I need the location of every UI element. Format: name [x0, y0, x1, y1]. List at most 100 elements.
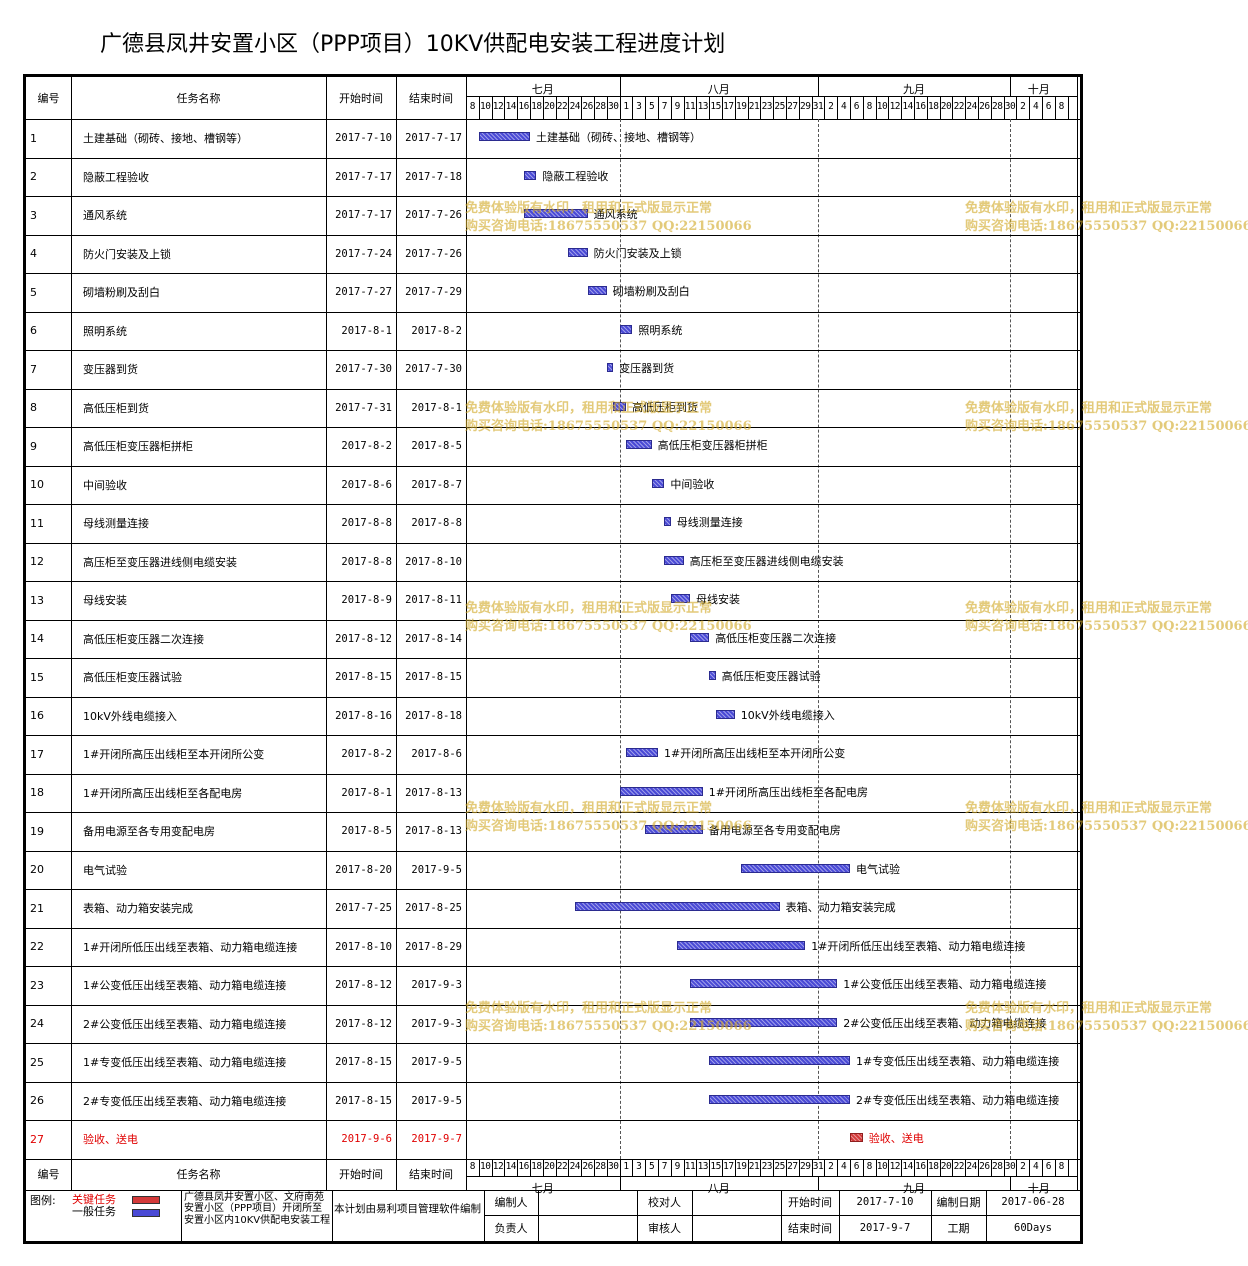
task-bar[interactable] — [690, 1017, 838, 1027]
task-id: 26 — [30, 1094, 44, 1108]
task-bar[interactable] — [587, 286, 607, 296]
header-day-tick: 14 — [505, 101, 517, 112]
footer-day-tick: 2 — [1020, 1160, 1026, 1172]
grid-line — [478, 1158, 480, 1176]
task-bar-label: 高低压柜到货 — [632, 400, 698, 414]
task-bar[interactable] — [574, 902, 780, 912]
task-bar[interactable] — [664, 517, 671, 527]
task-bar-label: 10kV外线电缆接入 — [740, 708, 835, 722]
task-bar[interactable] — [670, 594, 690, 604]
grid-line — [747, 97, 749, 119]
task-id: 14 — [30, 632, 44, 646]
footer-day-tick: 18 — [531, 1160, 542, 1172]
header-day-tick: 14 — [902, 101, 913, 112]
grid-line — [581, 97, 583, 119]
task-end-date: 2017-9-7 — [411, 1133, 462, 1146]
task-bar-label: 隐蔽工程验收 — [542, 169, 609, 183]
grid-line — [837, 97, 839, 119]
grid-line — [734, 97, 736, 119]
grid-line — [606, 1158, 608, 1176]
task-start-date: 2017-8-1 — [341, 324, 392, 337]
grid-line — [332, 1189, 333, 1241]
task-end-date: 2017-8-14 — [405, 632, 462, 645]
grid-line — [773, 97, 775, 119]
task-bar[interactable] — [645, 825, 703, 835]
grid-line — [888, 1158, 890, 1176]
grid-line — [824, 1158, 826, 1176]
task-bar[interactable] — [664, 555, 684, 565]
task-bar[interactable] — [619, 786, 703, 796]
critical-task-bar[interactable] — [850, 1133, 863, 1143]
footer-day-tick: 5 — [648, 1160, 655, 1172]
task-bar-label: 1#公变低压出线至表箱、动力箱电缆连接 — [843, 978, 1047, 992]
task-start-date: 2017-7-31 — [335, 401, 392, 414]
header-day-tick: 24 — [966, 101, 977, 112]
footer-day-tick: 4 — [1032, 1160, 1039, 1172]
task-bar[interactable] — [619, 324, 633, 334]
grid-line — [978, 1158, 979, 1176]
grid-line — [786, 1158, 787, 1176]
task-id: 7 — [30, 362, 37, 376]
task-start-date: 2017-8-10 — [335, 940, 392, 953]
task-start-date: 2017-8-12 — [335, 979, 392, 992]
grid-line — [734, 1158, 736, 1176]
grid-line — [875, 1158, 877, 1176]
task-bar[interactable] — [626, 748, 658, 758]
grid-line — [26, 619, 1081, 621]
task-bar[interactable] — [709, 1056, 850, 1066]
task-bar[interactable] — [741, 863, 850, 873]
grid-line — [901, 1158, 903, 1176]
task-bar[interactable] — [690, 979, 838, 989]
header-day-tick: 16 — [518, 101, 529, 112]
header-day-tick: 21 — [748, 101, 760, 112]
header-day-tick: 12 — [889, 101, 901, 112]
task-bar[interactable] — [523, 209, 588, 219]
footer-day-tick: 10 — [479, 1160, 491, 1172]
task-bar[interactable] — [715, 709, 735, 719]
header-day-tick: 27 — [787, 101, 798, 112]
task-bar[interactable] — [626, 440, 652, 450]
date-label: 编制日期 — [936, 1196, 981, 1210]
legend-critical-label: 关键任务 — [72, 1192, 116, 1206]
grid-line — [1067, 1158, 1069, 1176]
task-name: 变压器到货 — [83, 363, 138, 377]
task-name: 高低压柜变压器试验 — [83, 671, 182, 685]
footer-day-tick: 11 — [684, 1160, 696, 1172]
task-bar[interactable] — [690, 632, 710, 642]
task-bar[interactable] — [651, 478, 665, 488]
task-bar[interactable] — [709, 1094, 850, 1104]
header-col-end: 结束时间 — [409, 92, 453, 105]
grid-line — [1029, 1158, 1031, 1176]
task-bar[interactable] — [568, 247, 588, 257]
header-day-tick: 20 — [543, 101, 555, 112]
footer-day-tick: 3 — [636, 1160, 642, 1172]
task-bar[interactable] — [709, 671, 716, 681]
grid-line — [722, 1158, 723, 1176]
task-end-date: 2017-8-18 — [405, 709, 462, 722]
header-day-tick: 13 — [697, 101, 709, 112]
task-end-date: 2017-8-5 — [411, 440, 462, 453]
task-bar[interactable] — [677, 940, 806, 950]
grid-line — [786, 97, 787, 119]
header-day-tick: 20 — [940, 101, 952, 112]
task-bar[interactable] — [606, 363, 614, 373]
task-end-date: 2017-7-18 — [405, 170, 462, 183]
footer-day-tick: 24 — [966, 1160, 977, 1172]
task-id: 17 — [30, 747, 44, 761]
footer-day-tick: 15 — [710, 1160, 721, 1172]
task-bar[interactable] — [613, 401, 626, 411]
task-bar[interactable] — [478, 132, 530, 142]
task-name: 2#公变低压出线至表箱、动力箱电缆连接 — [83, 1017, 287, 1031]
start-label: 开始时间 — [788, 1196, 832, 1210]
header-month-3: 九月 — [903, 83, 925, 96]
grid-line — [747, 1158, 749, 1176]
grid-line — [818, 1175, 819, 1190]
footer-header-col-end: 结束时间 — [409, 1168, 453, 1181]
task-bar[interactable] — [523, 170, 537, 180]
header-day-tick: 3 — [636, 101, 642, 112]
grid-line — [26, 735, 1081, 736]
task-id: 11 — [30, 516, 44, 530]
task-name: 高压柜至变压器进线侧电缆安装 — [83, 555, 237, 569]
footer-day-tick: 6 — [1045, 1160, 1052, 1172]
task-id: 13 — [30, 593, 44, 607]
